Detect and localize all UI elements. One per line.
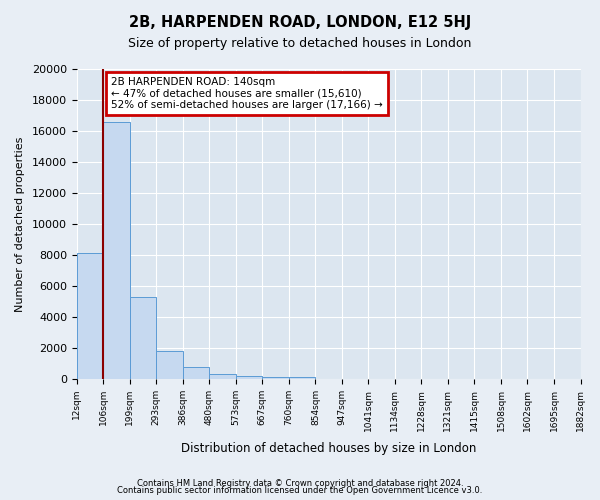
Bar xyxy=(236,376,262,379)
Bar xyxy=(262,376,289,379)
Y-axis label: Number of detached properties: Number of detached properties xyxy=(15,136,25,312)
Text: Contains HM Land Registry data © Crown copyright and database right 2024.: Contains HM Land Registry data © Crown c… xyxy=(137,478,463,488)
Bar xyxy=(157,351,183,379)
Bar xyxy=(130,297,157,379)
X-axis label: Distribution of detached houses by size in London: Distribution of detached houses by size … xyxy=(181,442,476,455)
Text: 2B, HARPENDEN ROAD, LONDON, E12 5HJ: 2B, HARPENDEN ROAD, LONDON, E12 5HJ xyxy=(129,15,471,30)
Text: Size of property relative to detached houses in London: Size of property relative to detached ho… xyxy=(128,38,472,51)
Bar xyxy=(289,378,316,379)
Bar xyxy=(77,254,103,379)
Bar xyxy=(103,122,130,379)
Bar xyxy=(209,374,236,379)
Text: Contains public sector information licensed under the Open Government Licence v3: Contains public sector information licen… xyxy=(118,486,482,495)
Text: 2B HARPENDEN ROAD: 140sqm
← 47% of detached houses are smaller (15,610)
52% of s: 2B HARPENDEN ROAD: 140sqm ← 47% of detac… xyxy=(111,77,383,110)
Bar xyxy=(183,366,209,379)
